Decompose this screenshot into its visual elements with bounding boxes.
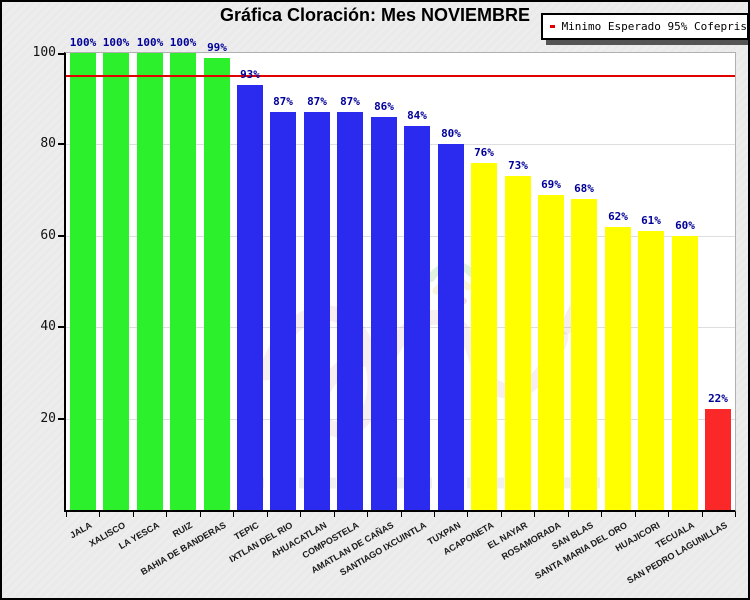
bar-value-compostela: 87%: [340, 95, 360, 108]
bar-value-ahuacatlan: 87%: [307, 95, 327, 108]
x-axis-tick-13: [501, 512, 502, 517]
gridline-60: [66, 236, 735, 237]
legend-box: Minimo Esperado 95% Cofepris: [541, 13, 748, 40]
x-axis-tick-11: [434, 512, 435, 517]
plot-area: 100 80 60 40 20 100% 100% 100% 100% 99% 93% 87% 87% 8…: [33, 36, 736, 586]
x-axis-label-ruiz: RUIZ: [170, 520, 194, 540]
gridline-80: [66, 144, 735, 145]
bar-value-san-pedro-lagunillas: 22%: [708, 392, 728, 405]
y-axis-tick-40: [58, 326, 64, 328]
x-axis-tick-2: [133, 512, 134, 517]
x-axis-tick-18: [668, 512, 669, 517]
legend-label: Minimo Esperado 95% Cofepris: [561, 20, 747, 33]
y-axis-tick-20: [58, 418, 64, 420]
x-axis-tick-7: [300, 512, 301, 517]
bar-santa-maria-del-oro: [604, 227, 631, 510]
x-axis-tick-15: [568, 512, 569, 517]
x-axis-tick-9: [367, 512, 368, 517]
gridline-40: [66, 327, 735, 328]
bar-ixtlan-del-rio: [270, 112, 297, 510]
bar-ruiz: [170, 53, 197, 510]
bar-value-xalisco: 100%: [102, 36, 130, 49]
x-axis-tick-4: [200, 512, 201, 517]
bar-value-santiago-ixcuintla: 84%: [407, 109, 427, 122]
bar-value-la-yesca: 100%: [136, 36, 164, 49]
bar-acaponeta: [471, 163, 498, 510]
x-axis-tick-0: [66, 512, 67, 517]
bar-tepic: [236, 85, 263, 510]
bar-tuxpan: [437, 144, 464, 510]
bar-xalisco: [103, 53, 130, 510]
y-axis-label-100: 100: [32, 45, 56, 60]
bar-value-tecuala: 60%: [675, 219, 695, 232]
x-axis-tick-6: [267, 512, 268, 517]
y-axis-label-20: 20: [40, 411, 56, 426]
bar-san-blas: [571, 199, 598, 510]
x-axis-tick-1: [99, 512, 100, 517]
bar-jala: [69, 53, 96, 510]
bar-value-rosamorada: 69%: [541, 178, 561, 191]
bar-la-yesca: [136, 53, 163, 510]
bar-value-tepic: 93%: [240, 68, 260, 81]
x-axis-tick-19: [702, 512, 703, 517]
x-axis-tick-10: [401, 512, 402, 517]
bar-value-jala: 100%: [69, 36, 97, 49]
y-axis-label-40: 40: [40, 319, 56, 334]
y-axis-tick-60: [58, 235, 64, 237]
bar-san-pedro-lagunillas: [705, 409, 732, 510]
x-axis-tick-3: [166, 512, 167, 517]
bar-santiago-ixcuintla: [404, 126, 431, 510]
x-axis-tick-12: [467, 512, 468, 517]
y-axis-tick-80: [58, 143, 64, 145]
bar-value-amatlan-de-ca-as: 86%: [374, 100, 394, 113]
bar-huajicori: [638, 231, 665, 510]
bar-value-huajicori: 61%: [641, 214, 661, 227]
x-axis-tick-17: [635, 512, 636, 517]
bar-value-el-nayar: 73%: [508, 159, 528, 172]
threshold-line-sample-icon: [550, 25, 555, 28]
bar-value-acaponeta: 76%: [474, 146, 494, 159]
gridline-20: [66, 419, 735, 420]
bar-rosamorada: [538, 195, 565, 510]
y-axis-label-60: 60: [40, 228, 56, 243]
bar-value-bahia-de-banderas: 99%: [207, 41, 227, 54]
bar-tecuala: [671, 236, 698, 510]
bar-ahuacatlan: [303, 112, 330, 510]
bar-bahia-de-banderas: [203, 58, 230, 510]
bar-value-ruiz: 100%: [169, 36, 197, 49]
bar-value-san-blas: 68%: [574, 182, 594, 195]
x-axis-tick-5: [233, 512, 234, 517]
y-axis-tick-100: [58, 53, 64, 55]
bar-value-ixtlan-del-rio: 87%: [273, 95, 293, 108]
chart-title: Gráfica Cloración: Mes NOVIEMBRE: [219, 5, 531, 25]
bar-compostela: [337, 112, 364, 510]
x-axis-tick-8: [334, 512, 335, 517]
x-axis-tick-16: [601, 512, 602, 517]
x-axis-tick-20: [735, 512, 736, 517]
bar-amatlan-de-ca-as: [370, 117, 397, 510]
threshold-line-95: [66, 75, 735, 77]
y-axis-label-80: 80: [40, 136, 56, 151]
bar-value-santa-maria-del-oro: 62%: [608, 210, 628, 223]
bar-el-nayar: [504, 176, 531, 510]
bar-value-tuxpan: 80%: [441, 127, 461, 140]
x-axis-tick-14: [534, 512, 535, 517]
